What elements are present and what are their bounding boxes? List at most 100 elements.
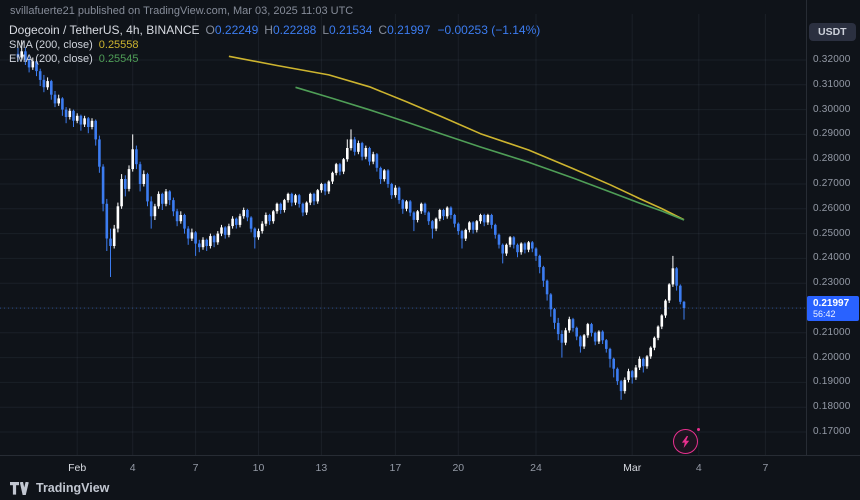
candle-body: [205, 239, 208, 246]
candle-body: [420, 203, 423, 212]
candle-body: [79, 115, 83, 125]
candle-body: [283, 200, 286, 210]
time-axis-label: 4: [129, 462, 136, 474]
time-axis-label: Mar: [623, 462, 642, 474]
candle-body: [153, 206, 157, 217]
price-axis-label: 0.25000: [813, 227, 851, 239]
candles-layer: [16, 40, 686, 400]
candle-body: [397, 187, 401, 201]
time-axis-label: 10: [252, 462, 265, 474]
candle-body: [630, 371, 634, 378]
time-axis-label: 20: [452, 462, 465, 474]
candle-body: [112, 228, 116, 246]
candle-body: [642, 358, 645, 367]
candle-body: [638, 358, 641, 368]
symbol-title: Dogecoin / TetherUS, 4h, BINANCE: [9, 23, 200, 37]
boost-button[interactable]: [673, 429, 698, 454]
candle-body: [31, 61, 35, 68]
candle-body: [386, 170, 390, 184]
candle-body: [519, 243, 523, 253]
candle-body: [471, 222, 475, 230]
candle-body: [634, 367, 638, 378]
candle-body: [194, 232, 197, 244]
candle-body: [157, 193, 160, 207]
candle-body: [120, 179, 123, 207]
candle-body: [486, 215, 490, 223]
candle-body: [579, 336, 582, 347]
candle-body: [368, 148, 371, 162]
candle-body: [460, 231, 464, 239]
candle-body: [494, 224, 497, 235]
candle-body: [223, 227, 227, 235]
candle-body: [190, 232, 194, 239]
time-axis-separator: [0, 455, 860, 456]
candle-body: [198, 243, 201, 248]
time-axis-label: 17: [389, 462, 402, 474]
candle-body: [68, 110, 72, 117]
candle-body: [149, 201, 153, 217]
candle-body: [53, 94, 57, 104]
ohlc-close-value: 0.21997: [387, 23, 431, 37]
candle-body: [390, 184, 393, 196]
candle-body: [560, 334, 564, 343]
candle-body: [38, 71, 42, 80]
sma-label: SMA (200, close): [9, 39, 93, 51]
candle-body: [408, 201, 412, 213]
attribution-text: svillafuerte21 published on TradingView.…: [10, 5, 354, 17]
candle-body: [667, 284, 671, 301]
candle-body: [608, 348, 612, 359]
candle-body: [301, 203, 305, 213]
candle-body: [468, 222, 471, 230]
tradingview-logo[interactable]: TradingView: [10, 481, 109, 495]
candle-body: [138, 164, 142, 184]
candle-body: [342, 159, 345, 172]
candle-body: [364, 148, 368, 157]
candle-body: [338, 164, 342, 172]
candle-body: [442, 210, 445, 217]
chart-legend: Dogecoin / TetherUS, 4h, BINANCE O0.22249…: [9, 22, 540, 66]
candle-body: [227, 226, 231, 235]
symbol-legend-row[interactable]: Dogecoin / TetherUS, 4h, BINANCE O0.22249…: [9, 22, 540, 38]
candle-body: [531, 242, 534, 249]
candle-body: [538, 255, 541, 268]
candle-body: [124, 179, 127, 189]
candle-body: [412, 212, 416, 220]
candle-body: [616, 368, 619, 382]
ohlc-high-value: 0.22288: [272, 23, 317, 37]
candle-body: [109, 238, 112, 246]
candle-body: [568, 319, 571, 331]
candle-body: [268, 215, 271, 222]
candle-body: [168, 191, 171, 201]
candle-body: [664, 300, 667, 316]
time-axis-label: 13: [315, 462, 328, 474]
candle-body: [434, 218, 438, 229]
candle-body: [212, 236, 216, 243]
candle-body: [353, 139, 356, 152]
candle-body: [501, 244, 504, 254]
candle-body: [360, 143, 364, 157]
candle-body: [682, 301, 686, 308]
price-axis-separator: [806, 0, 807, 455]
time-axis[interactable]: Feb 4 7 10 13 17 20 24 Mar 4 7: [0, 455, 860, 479]
ema-legend-row[interactable]: EMA (200, close) 0.25545: [9, 52, 540, 66]
candle-body: [35, 61, 38, 72]
time-axis-label: 7: [192, 462, 199, 474]
price-axis-label: 0.32000: [813, 54, 851, 65]
candle-body: [556, 322, 560, 335]
candle-body: [175, 211, 179, 222]
candle-body: [161, 193, 164, 204]
price-axis-label: 0.29000: [813, 128, 851, 140]
candle-body: [186, 228, 190, 239]
candle-body: [290, 193, 294, 203]
time-axis-label: 24: [530, 462, 542, 474]
candle-body: [590, 324, 593, 333]
candle-body: [172, 200, 175, 212]
candle-body: [127, 169, 131, 189]
candle-body: [371, 154, 375, 162]
price-axis[interactable]: 0.32000 0.31000 0.30000 0.29000 0.28000 0.270…: [806, 0, 860, 455]
sma-legend-row[interactable]: SMA (200, close) 0.25558: [9, 38, 540, 52]
candle-body: [512, 237, 516, 245]
candle-body: [427, 212, 430, 222]
